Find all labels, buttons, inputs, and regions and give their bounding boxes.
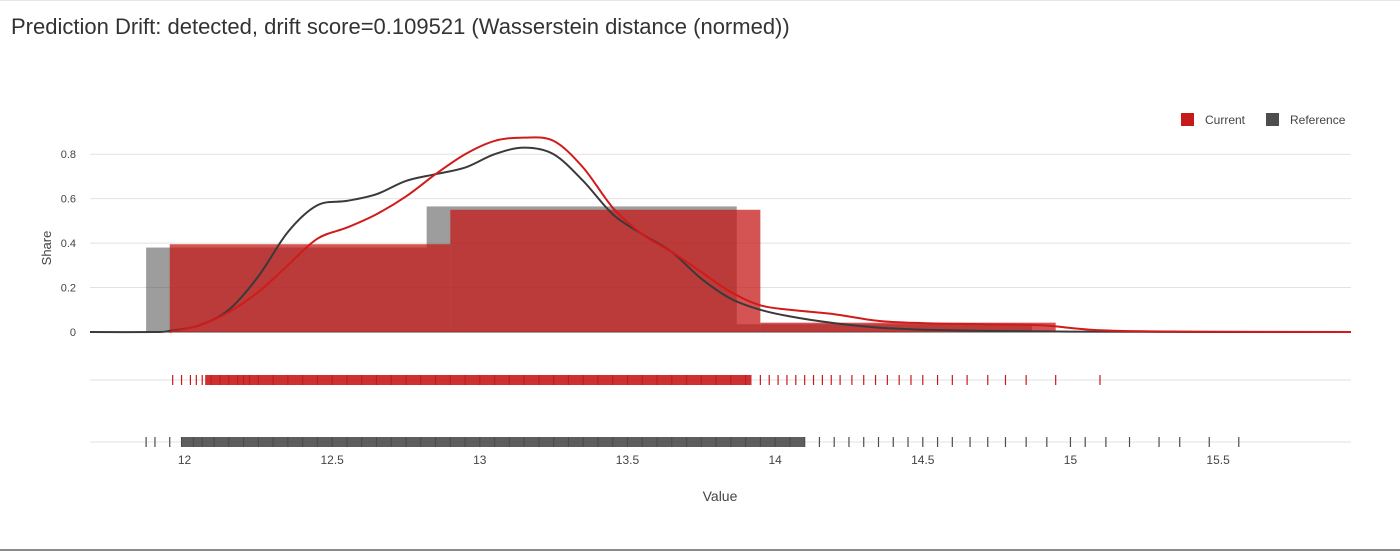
legend-item-current[interactable]: Current — [1181, 113, 1246, 127]
density-line-reference — [89, 146, 1352, 334]
rug-tick-reference-dense — [181, 437, 805, 447]
bottom-divider — [0, 549, 1400, 551]
histogram-bar-current — [760, 322, 1056, 332]
x-tick-label: 13 — [473, 453, 487, 467]
legend-swatch-current — [1181, 113, 1194, 126]
y-tick-label: 0.8 — [61, 149, 76, 161]
legend-label-current: Current — [1205, 113, 1246, 127]
x-tick-label: 12.5 — [320, 453, 344, 467]
density-curves — [89, 136, 1352, 334]
histogram-bar-current — [169, 244, 451, 332]
y-axis-label: Share — [39, 231, 54, 266]
y-tick-label: 0 — [70, 327, 76, 339]
x-tick-label: 12 — [178, 453, 192, 467]
rug-plots — [145, 375, 1240, 447]
x-tick-label: 14 — [768, 453, 782, 467]
rug-tick-current-dense — [205, 375, 752, 385]
chart-title: Prediction Drift: detected, drift score=… — [11, 14, 790, 39]
y-tick-label: 0.6 — [61, 194, 76, 206]
x-axis-label: Value — [703, 488, 738, 504]
x-tick-label: 14.5 — [911, 453, 935, 467]
x-tick-labels: 12 12.5 13 13.5 14 14.5 15 15.5 — [178, 453, 1230, 467]
legend-item-reference[interactable]: Reference — [1266, 113, 1346, 127]
legend-label-reference: Reference — [1290, 113, 1346, 127]
x-tick-label: 15.5 — [1206, 453, 1230, 467]
y-tick-labels: 0 0.2 0.4 0.6 0.8 — [61, 149, 76, 339]
y-tick-label: 0.4 — [61, 238, 76, 250]
legend-swatch-reference — [1266, 113, 1279, 126]
y-tick-label: 0.2 — [61, 283, 76, 295]
legend: Current Reference — [1181, 113, 1346, 127]
x-tick-label: 15 — [1064, 453, 1078, 467]
x-tick-label: 13.5 — [616, 453, 640, 467]
histogram-bar-current — [450, 209, 761, 332]
density-line-current — [169, 136, 1352, 333]
top-divider — [0, 0, 1400, 1]
